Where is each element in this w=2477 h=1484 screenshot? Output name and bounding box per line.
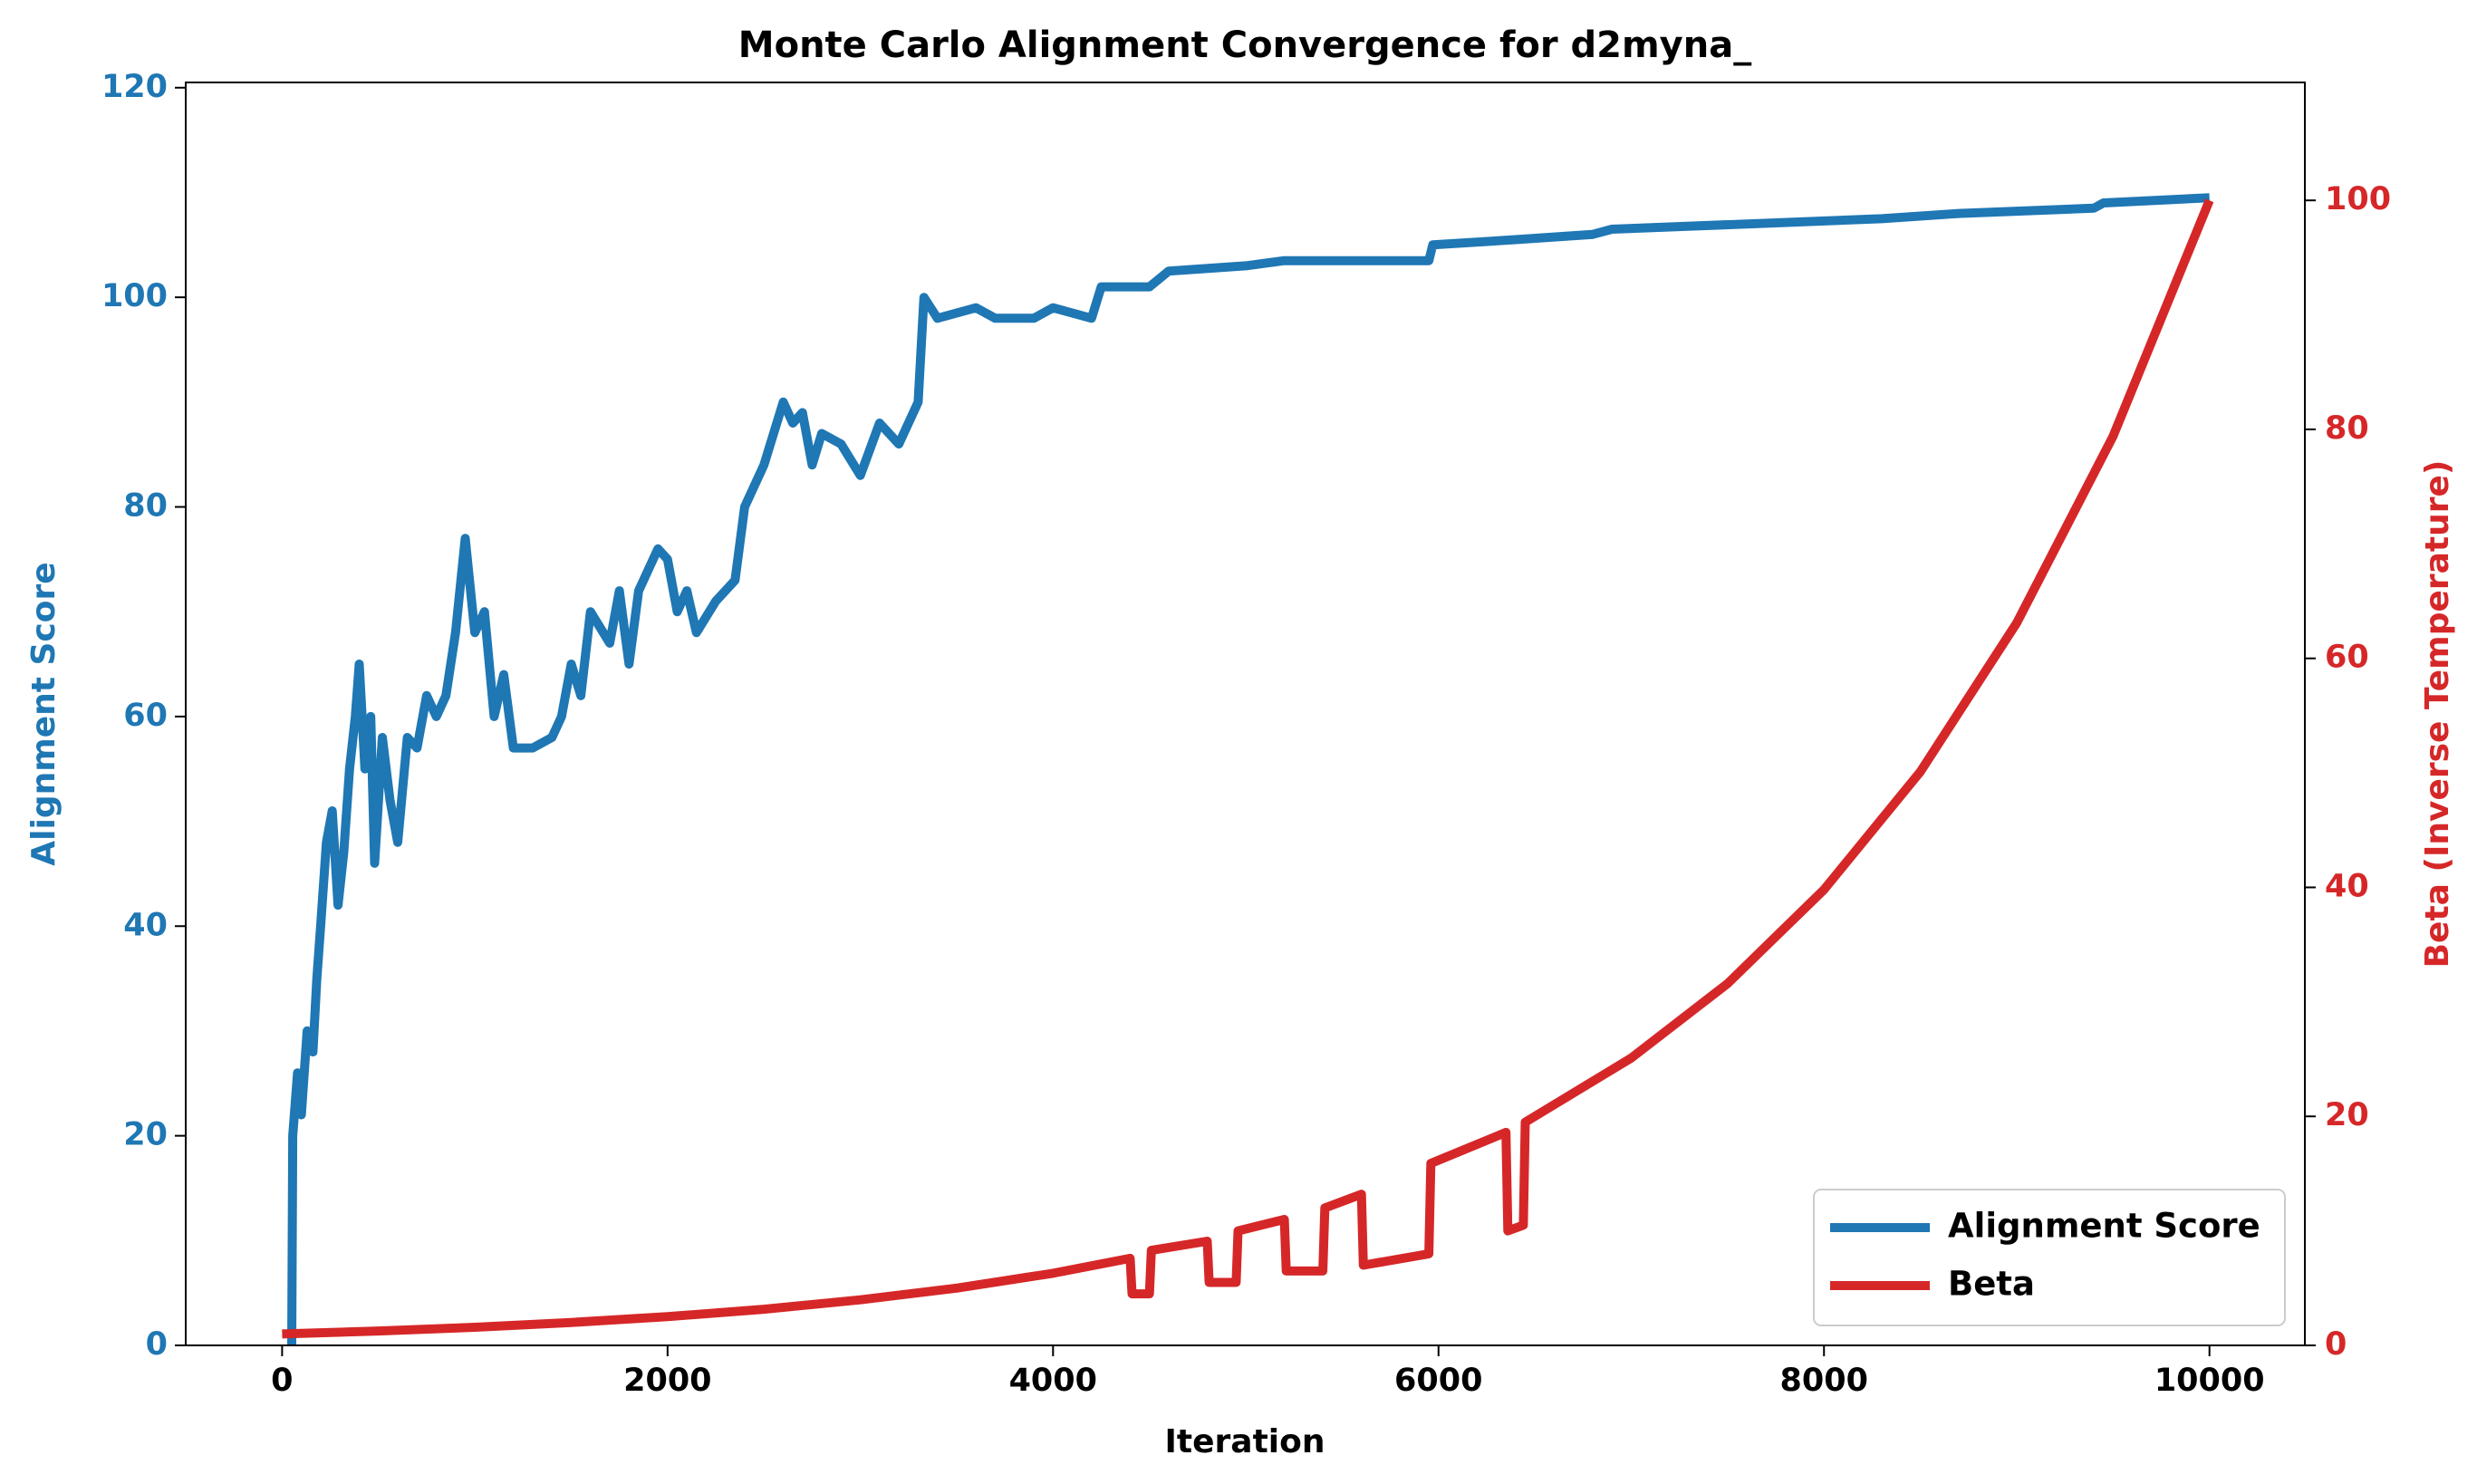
x-tick-label: 2000 — [623, 1363, 711, 1399]
y2-tick-label: 20 — [2325, 1097, 2369, 1133]
y2-axis-label: Beta (Inverse Temperature) — [2419, 460, 2456, 968]
y2-tick-label: 80 — [2325, 410, 2369, 447]
y-tick-label: 60 — [123, 698, 168, 734]
y-tick-label: 40 — [123, 907, 168, 943]
legend-label: Beta — [1948, 1265, 2035, 1304]
x-tick-label: 6000 — [1394, 1363, 1482, 1399]
y-tick-label: 20 — [123, 1117, 168, 1153]
y2-tick-label: 60 — [2325, 640, 2369, 676]
y2-tick-label: 40 — [2325, 868, 2369, 904]
x-tick-label: 4000 — [1009, 1363, 1097, 1399]
legend-label: Alignment Score — [1948, 1207, 2260, 1246]
series-line — [287, 193, 2210, 1346]
y-axis-label: Alignment Score — [25, 562, 63, 865]
x-tick-label: 10000 — [2154, 1363, 2265, 1399]
x-tick-label: 0 — [271, 1363, 293, 1399]
y-tick-label: 120 — [101, 69, 168, 105]
y2-tick-label: 100 — [2325, 181, 2391, 217]
legend-box — [1813, 1189, 2286, 1326]
series-line — [282, 198, 2214, 1339]
x-tick-label: 8000 — [1780, 1363, 1868, 1399]
y-tick-label: 80 — [123, 488, 168, 525]
y-tick-label: 0 — [146, 1326, 168, 1363]
x-axis-label: Iteration — [1165, 1423, 1325, 1460]
y2-tick-label: 0 — [2325, 1326, 2347, 1363]
y-tick-label: 100 — [101, 278, 168, 314]
plot-frame — [185, 82, 2306, 1346]
chart-title: Monte Carlo Alignment Convergence for d2… — [738, 24, 1751, 66]
legend: Alignment Score Beta — [1813, 1189, 2286, 1326]
